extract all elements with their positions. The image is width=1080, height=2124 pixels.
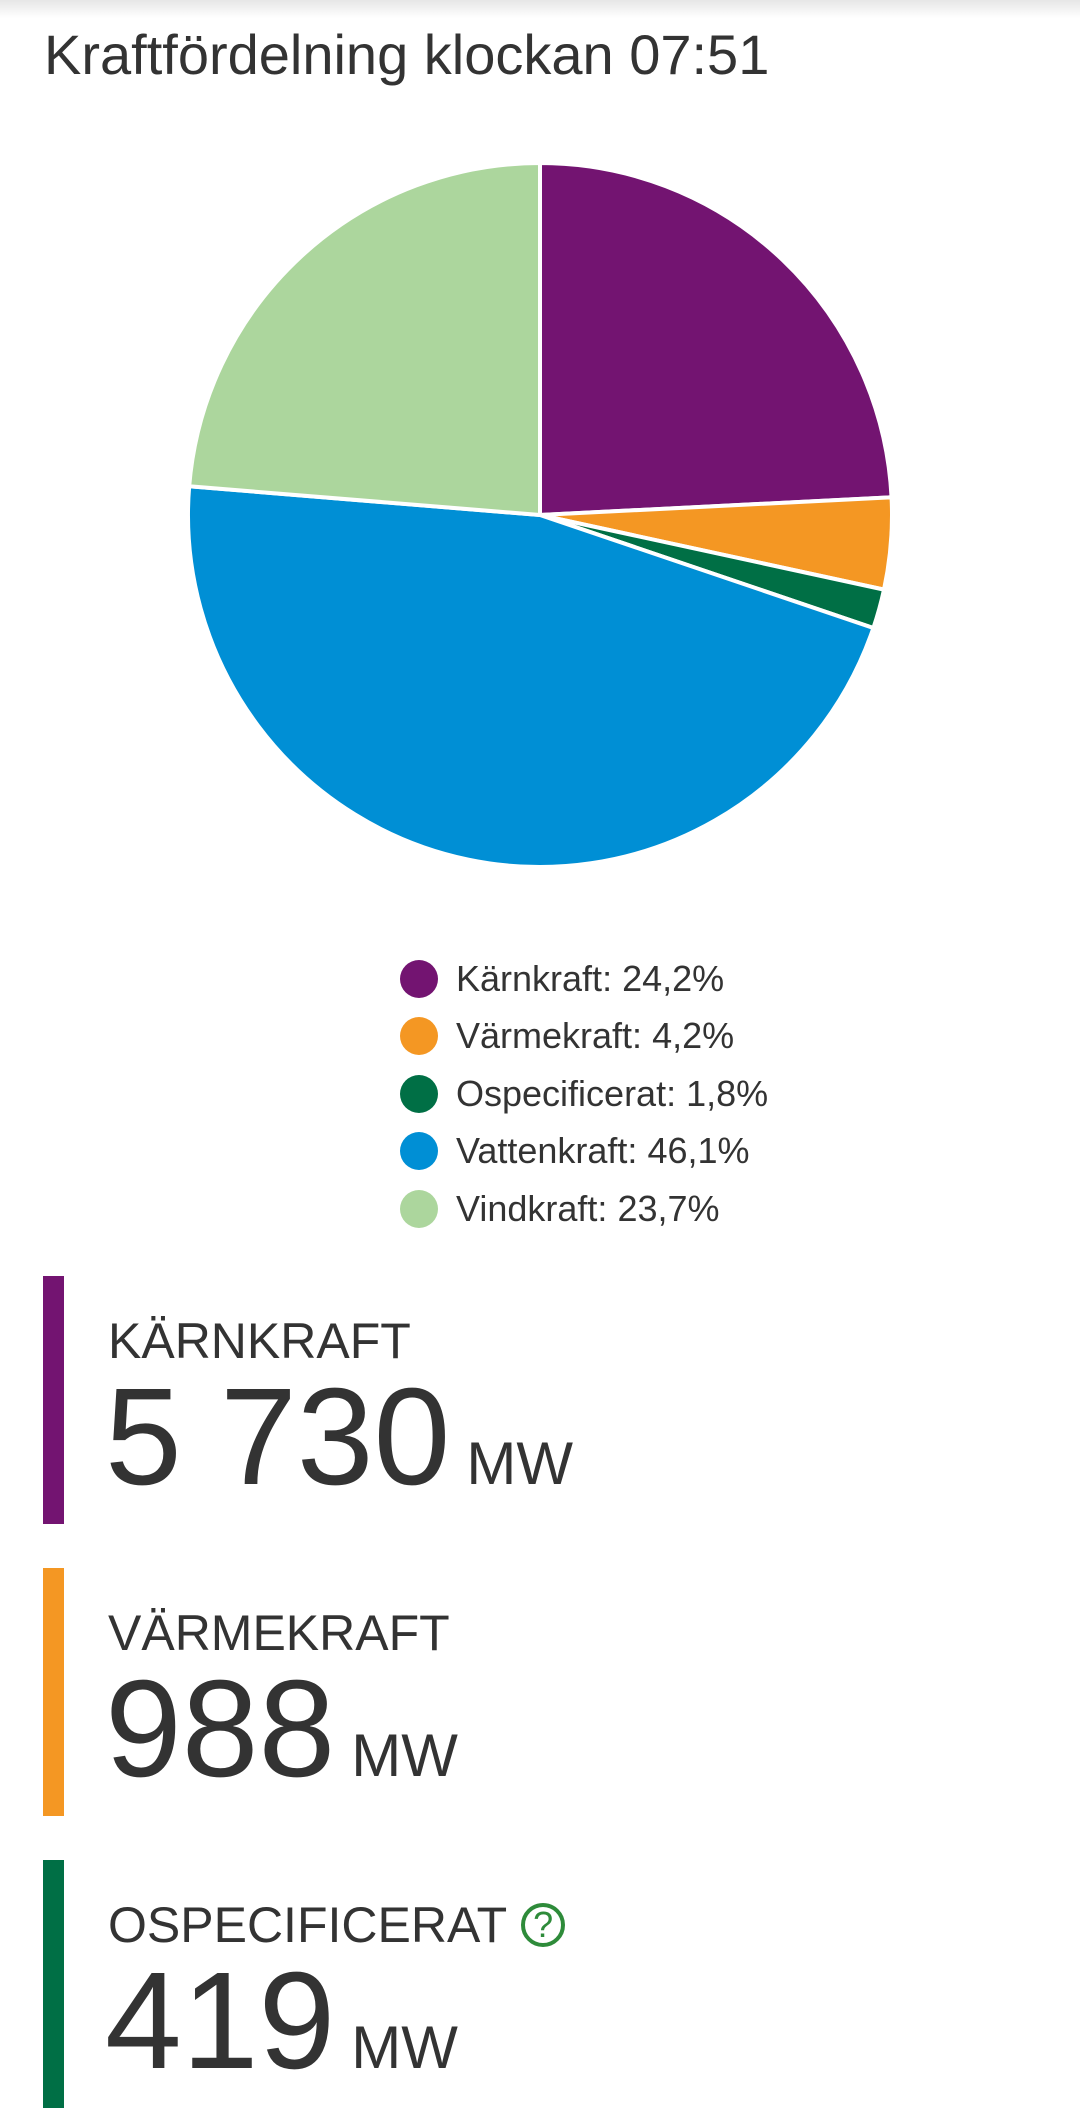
legend-swatch [400,1017,438,1056]
pie-slice [187,161,542,517]
power-card: KÄRNKRAFT 5 730 MW [43,1276,1043,1524]
power-card: OSPECIFICERAT? 419 MW [43,1860,1043,2108]
legend-swatch [400,1132,438,1171]
legend-entry: Ospecificerat1,8% [400,1065,768,1123]
legend-swatch [400,1074,438,1113]
legend-value: 46,1% [647,1130,750,1172]
legend-value: 24,2% [622,957,725,999]
legend: Kärnkraft24,2%Värmekraft4,2%Ospecificera… [400,950,768,1238]
title: Kraftfördelning klockan 07:51 [44,23,770,86]
legend-value: 23,7% [617,1187,720,1229]
legend-entry: Vindkraft23,7% [400,1180,768,1238]
legend-value: 1,8% [686,1072,769,1114]
card-label-row: OSPECIFICERAT? [108,1896,566,1954]
card-color-bar [43,1860,64,2108]
legend-entry: Kärnkraft24,2% [400,950,768,1008]
card-label: OSPECIFICERAT [108,1897,508,1953]
card-unit: MW [466,1430,573,1497]
card-label: VÄRMEKRAFT [108,1605,450,1661]
legend-swatch [400,959,438,998]
help-icon[interactable]: ? [521,1903,566,1947]
legend-name: Ospecificerat [456,1073,686,1115]
card-color-bar [43,1276,64,1524]
power-card: VÄRMEKRAFT 988 MW [43,1568,1043,1816]
card-unit: MW [351,2014,458,2081]
card-label-row: KÄRNKRAFT [108,1312,411,1370]
legend-entry: Vattenkraft46,1% [400,1123,768,1181]
card-value: 5 730 [105,1360,451,1514]
card-value: 419 [105,1944,336,2098]
legend-name: Kärnkraft [456,958,622,1000]
card-unit: MW [351,1722,458,1789]
card-color-bar [43,1568,64,1816]
card-value-row: 988 MW [105,1660,458,1798]
card-value: 988 [105,1652,336,1806]
pie-chart [186,161,894,869]
legend-name: Vindkraft [456,1188,617,1230]
legend-name: Vattenkraft [456,1130,647,1172]
legend-name: Värmekraft [456,1015,652,1057]
pie-slice [186,484,876,869]
pie-slice [538,161,894,517]
legend-value: 4,2% [652,1015,735,1057]
legend-swatch [400,1189,438,1228]
card-label-row: VÄRMEKRAFT [108,1604,450,1662]
legend-entry: Värmekraft4,2% [400,1008,768,1066]
top-shadow [0,0,1080,18]
card-value-row: 5 730 MW [105,1368,573,1506]
card-label: KÄRNKRAFT [108,1313,411,1369]
card-value-row: 419 MW [105,1952,458,2090]
